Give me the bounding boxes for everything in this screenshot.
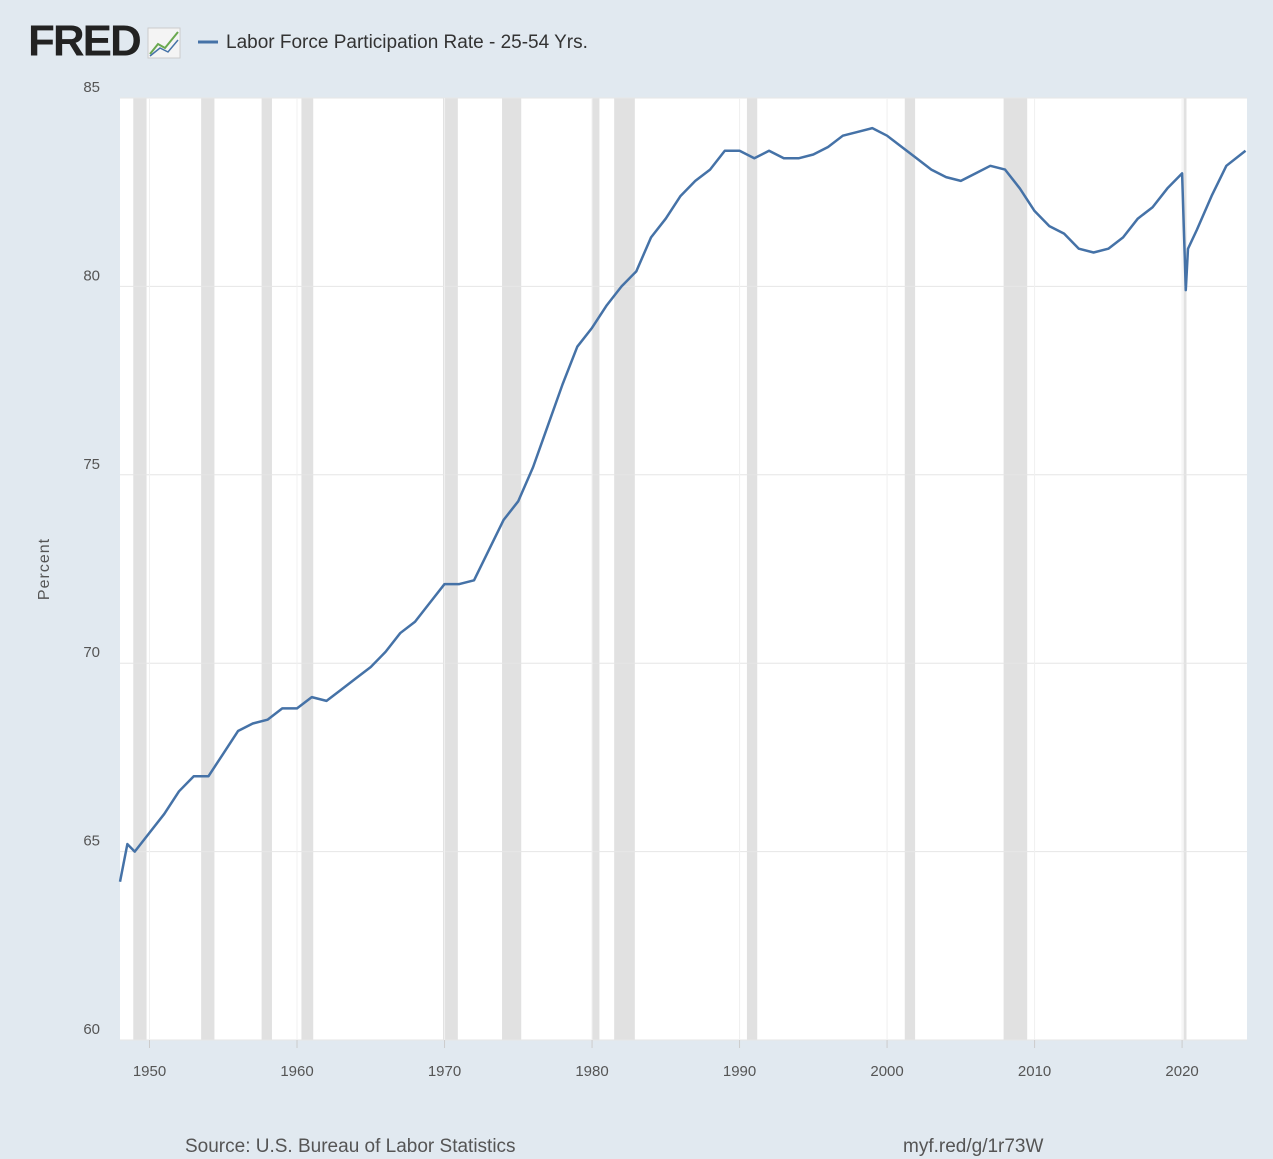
recession-band xyxy=(746,98,758,1040)
y-tick-label: 85 xyxy=(83,79,100,96)
x-tick-label: 1970 xyxy=(428,1063,461,1080)
x-tick-label: 2020 xyxy=(1165,1063,1198,1080)
link: myf.red/g/1r73W xyxy=(903,1136,1043,1157)
logo-icon xyxy=(147,27,181,59)
source: Source: U.S. Bureau of Labor Statistics xyxy=(185,1136,516,1157)
recession-band xyxy=(301,98,314,1040)
y-tick-label: 80 xyxy=(83,267,100,284)
x-tick-label: 2000 xyxy=(870,1063,903,1080)
series-line xyxy=(118,126,1247,882)
recession-band xyxy=(443,98,458,1040)
x-tick-label: 1950 xyxy=(133,1063,166,1080)
recession-band xyxy=(502,98,522,1040)
x-tick-label: 2010 xyxy=(1018,1063,1051,1080)
plot-area xyxy=(120,98,1247,1040)
recession-band xyxy=(1183,98,1187,1040)
y-tick-label: 65 xyxy=(83,833,100,850)
recession-band xyxy=(592,98,600,1040)
y-tick-label: 75 xyxy=(83,456,100,473)
recession-band xyxy=(904,98,916,1040)
recession-band xyxy=(1003,98,1028,1040)
legend-label: Labor Force Participation Rate - 25-54 Y… xyxy=(226,32,588,53)
recession-band xyxy=(261,98,272,1040)
x-tick-label: 1990 xyxy=(723,1063,756,1080)
recession-band xyxy=(133,98,147,1040)
y-tick-label: 60 xyxy=(83,1021,100,1038)
y-axis-label: Percent xyxy=(36,538,53,600)
y-tick-label: 70 xyxy=(83,644,100,661)
x-tick-label: 1980 xyxy=(575,1063,608,1080)
logo: FRED xyxy=(28,17,140,66)
x-tick-label: 1960 xyxy=(280,1063,313,1080)
recession-band xyxy=(614,98,635,1040)
recession-band xyxy=(201,98,215,1040)
